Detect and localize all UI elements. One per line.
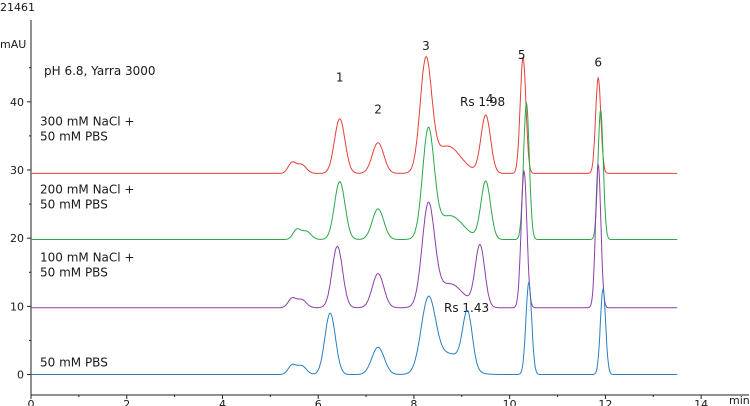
peak-label: 2 [374,102,382,116]
y-tick-label: 40 [10,96,24,109]
x-tick-label: 0 [28,398,35,406]
x-tick-label: 14 [694,398,708,406]
x-tick-label: 12 [598,398,612,406]
x-tick-label: 4 [219,398,226,406]
y-tick-label: 10 [10,300,24,313]
rs-annotation-top: Rs 1.98 [460,95,505,109]
series-labels: 300 mM NaCl +50 mM PBS 200 mM NaCl +50 mM… [40,114,135,369]
peak-label: 6 [594,55,602,69]
series-label: 50 mM PBS [40,355,108,369]
peak-labels: 1 2 3 4 5 6 [336,39,602,116]
x-tick-label: 2 [123,398,130,406]
peak-label: 1 [336,70,344,84]
rs-annotation-bottom: Rs 1.43 [444,301,489,315]
y-tick-label: 20 [10,232,24,245]
series-trace [31,281,678,375]
series-trace [31,55,678,174]
x-tick-label: 10 [503,398,517,406]
series-trace [31,101,678,240]
x-tick-label: 8 [410,398,417,406]
peak-label: 4 [486,92,494,106]
peak-label: 3 [422,39,430,53]
series-label: 200 mM NaCl +50 mM PBS [40,183,135,212]
x-axis-label: min [729,394,750,406]
x-tick-label: 6 [315,398,322,406]
condition-annotation: pH 6.8, Yarra 3000 [44,64,156,78]
traces [31,55,678,375]
series-label: 100 mM NaCl +50 mM PBS [40,251,135,280]
y-tick-label: 0 [17,369,24,382]
figure-id: 21461 [0,1,35,14]
series-label: 300 mM NaCl +50 mM PBS [40,114,135,143]
y-axis-label: mAU [0,38,26,51]
y-tick-label: 30 [10,164,24,177]
peak-label: 5 [518,48,526,62]
series-trace [31,164,678,309]
